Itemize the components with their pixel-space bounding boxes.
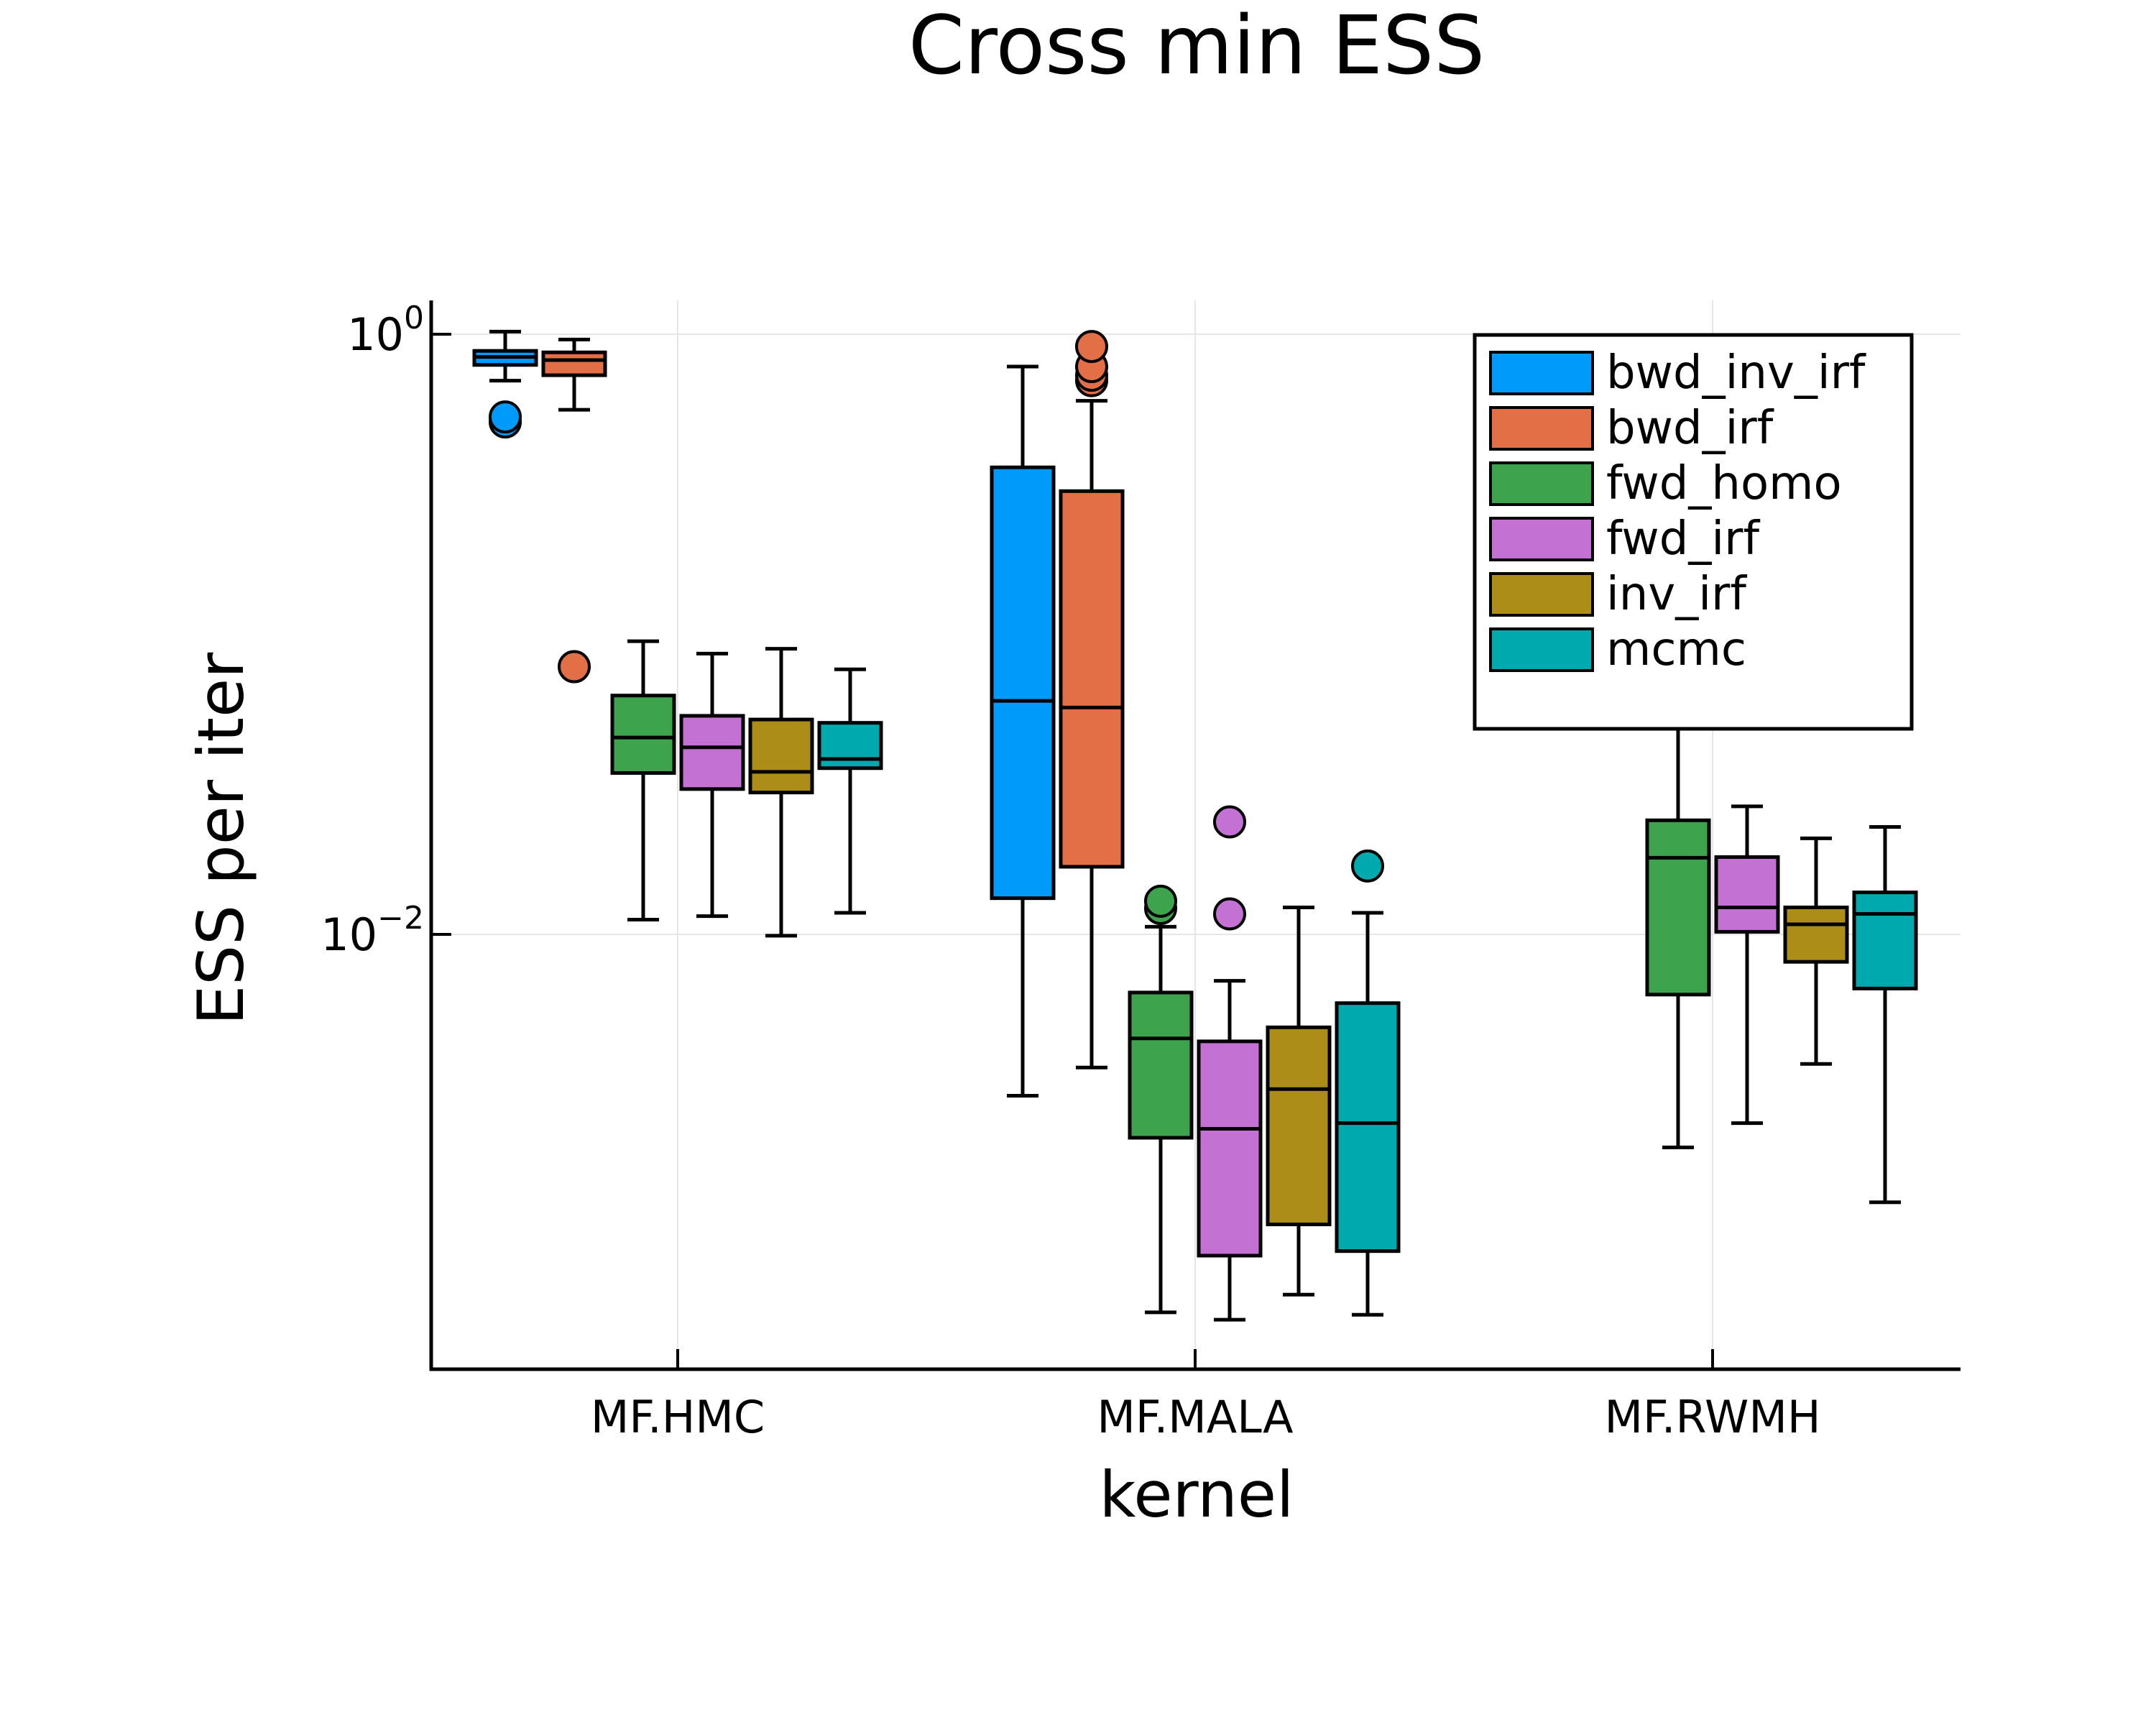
box-body (990, 465, 1056, 901)
outlier-point (1213, 805, 1246, 839)
box-body (541, 350, 607, 377)
box-fwd_homo-MF.RWMH (1645, 689, 1711, 1149)
boxes (472, 329, 1918, 1322)
box-mcmc-MF.RWMH (1852, 825, 1918, 1205)
box-body (1335, 1001, 1401, 1254)
legend-label-inv_irf: inv_irf (1606, 568, 1747, 621)
x-tick-label: MF.MALA (1097, 1391, 1293, 1443)
box-mcmc-MF.HMC (817, 667, 883, 915)
box-fwd_homo-MF.MALA (1128, 884, 1194, 1315)
y-tick-label: 10−2 (321, 900, 424, 961)
box-inv_irf-MF.MALA (1266, 905, 1332, 1297)
x-tick-label: MF.HMC (591, 1391, 765, 1443)
box-fwd_irf-MF.HMC (679, 651, 745, 919)
legend-label-fwd_homo: fwd_homo (1606, 457, 1842, 510)
box-inv_irf-MF.HMC (748, 647, 814, 938)
box-body (1645, 818, 1711, 997)
legend-swatch-fwd_homo (1489, 461, 1594, 506)
box-bwd_inv_irf-MF.HMC (472, 329, 538, 439)
box-body (1266, 1025, 1332, 1227)
box-inv_irf-MF.RWMH (1783, 836, 1849, 1066)
legend-label-mcmc: mcmc (1606, 623, 1746, 676)
legend-swatch-bwd_irf (1489, 406, 1594, 451)
box-body (748, 717, 814, 795)
outlier-point (489, 400, 522, 434)
legend-label-bwd_irf: bwd_irf (1606, 402, 1774, 455)
y-tick-label: 100 (347, 300, 424, 361)
legend: bwd_inv_irfbwd_irffwd_homofwd_irfinv_irf… (1473, 333, 1914, 731)
chart-title: Cross min ESS (908, 0, 1485, 93)
box-body (679, 714, 745, 791)
outlier-point (558, 650, 591, 684)
box-body (1852, 891, 1918, 990)
legend-swatch-mcmc (1489, 627, 1594, 672)
legend-label-bwd_inv_irf: bwd_inv_irf (1606, 346, 1866, 400)
box-body (1197, 1039, 1263, 1258)
box-body (1059, 489, 1125, 869)
legend-swatch-bwd_inv_irf (1489, 351, 1594, 395)
legend-swatch-fwd_irf (1489, 517, 1594, 561)
x-axis-label: kernel (1100, 1458, 1294, 1532)
box-bwd_inv_irf-MF.MALA (990, 364, 1056, 1098)
box-fwd_homo-MF.HMC (610, 639, 676, 921)
box-fwd_irf-MF.RWMH (1714, 804, 1780, 1126)
outlier-point (1213, 897, 1246, 931)
box-body (610, 694, 676, 775)
legend-label-fwd_irf: fwd_irf (1606, 512, 1760, 566)
box-bwd_irf-MF.MALA (1059, 330, 1125, 1070)
y-axis-label: ESS per iter (184, 652, 258, 1026)
legend-swatch-inv_irf (1489, 572, 1594, 617)
y-ticks: 100 10−2 (321, 300, 451, 961)
x-ticks: MF.HMC MF.MALA MF.RWMH (591, 1349, 1821, 1443)
outlier-point (1075, 330, 1108, 364)
outlier-point (1144, 884, 1177, 918)
outlier-point (1351, 849, 1384, 883)
x-tick-label: MF.RWMH (1605, 1391, 1821, 1443)
box-fwd_irf-MF.MALA (1197, 805, 1263, 1322)
box-body (817, 721, 883, 770)
box-bwd_irf-MF.HMC (541, 337, 607, 684)
box-body (1128, 990, 1194, 1140)
box-body (1714, 855, 1780, 934)
box-mcmc-MF.MALA (1335, 849, 1401, 1317)
box-body (1783, 905, 1849, 964)
